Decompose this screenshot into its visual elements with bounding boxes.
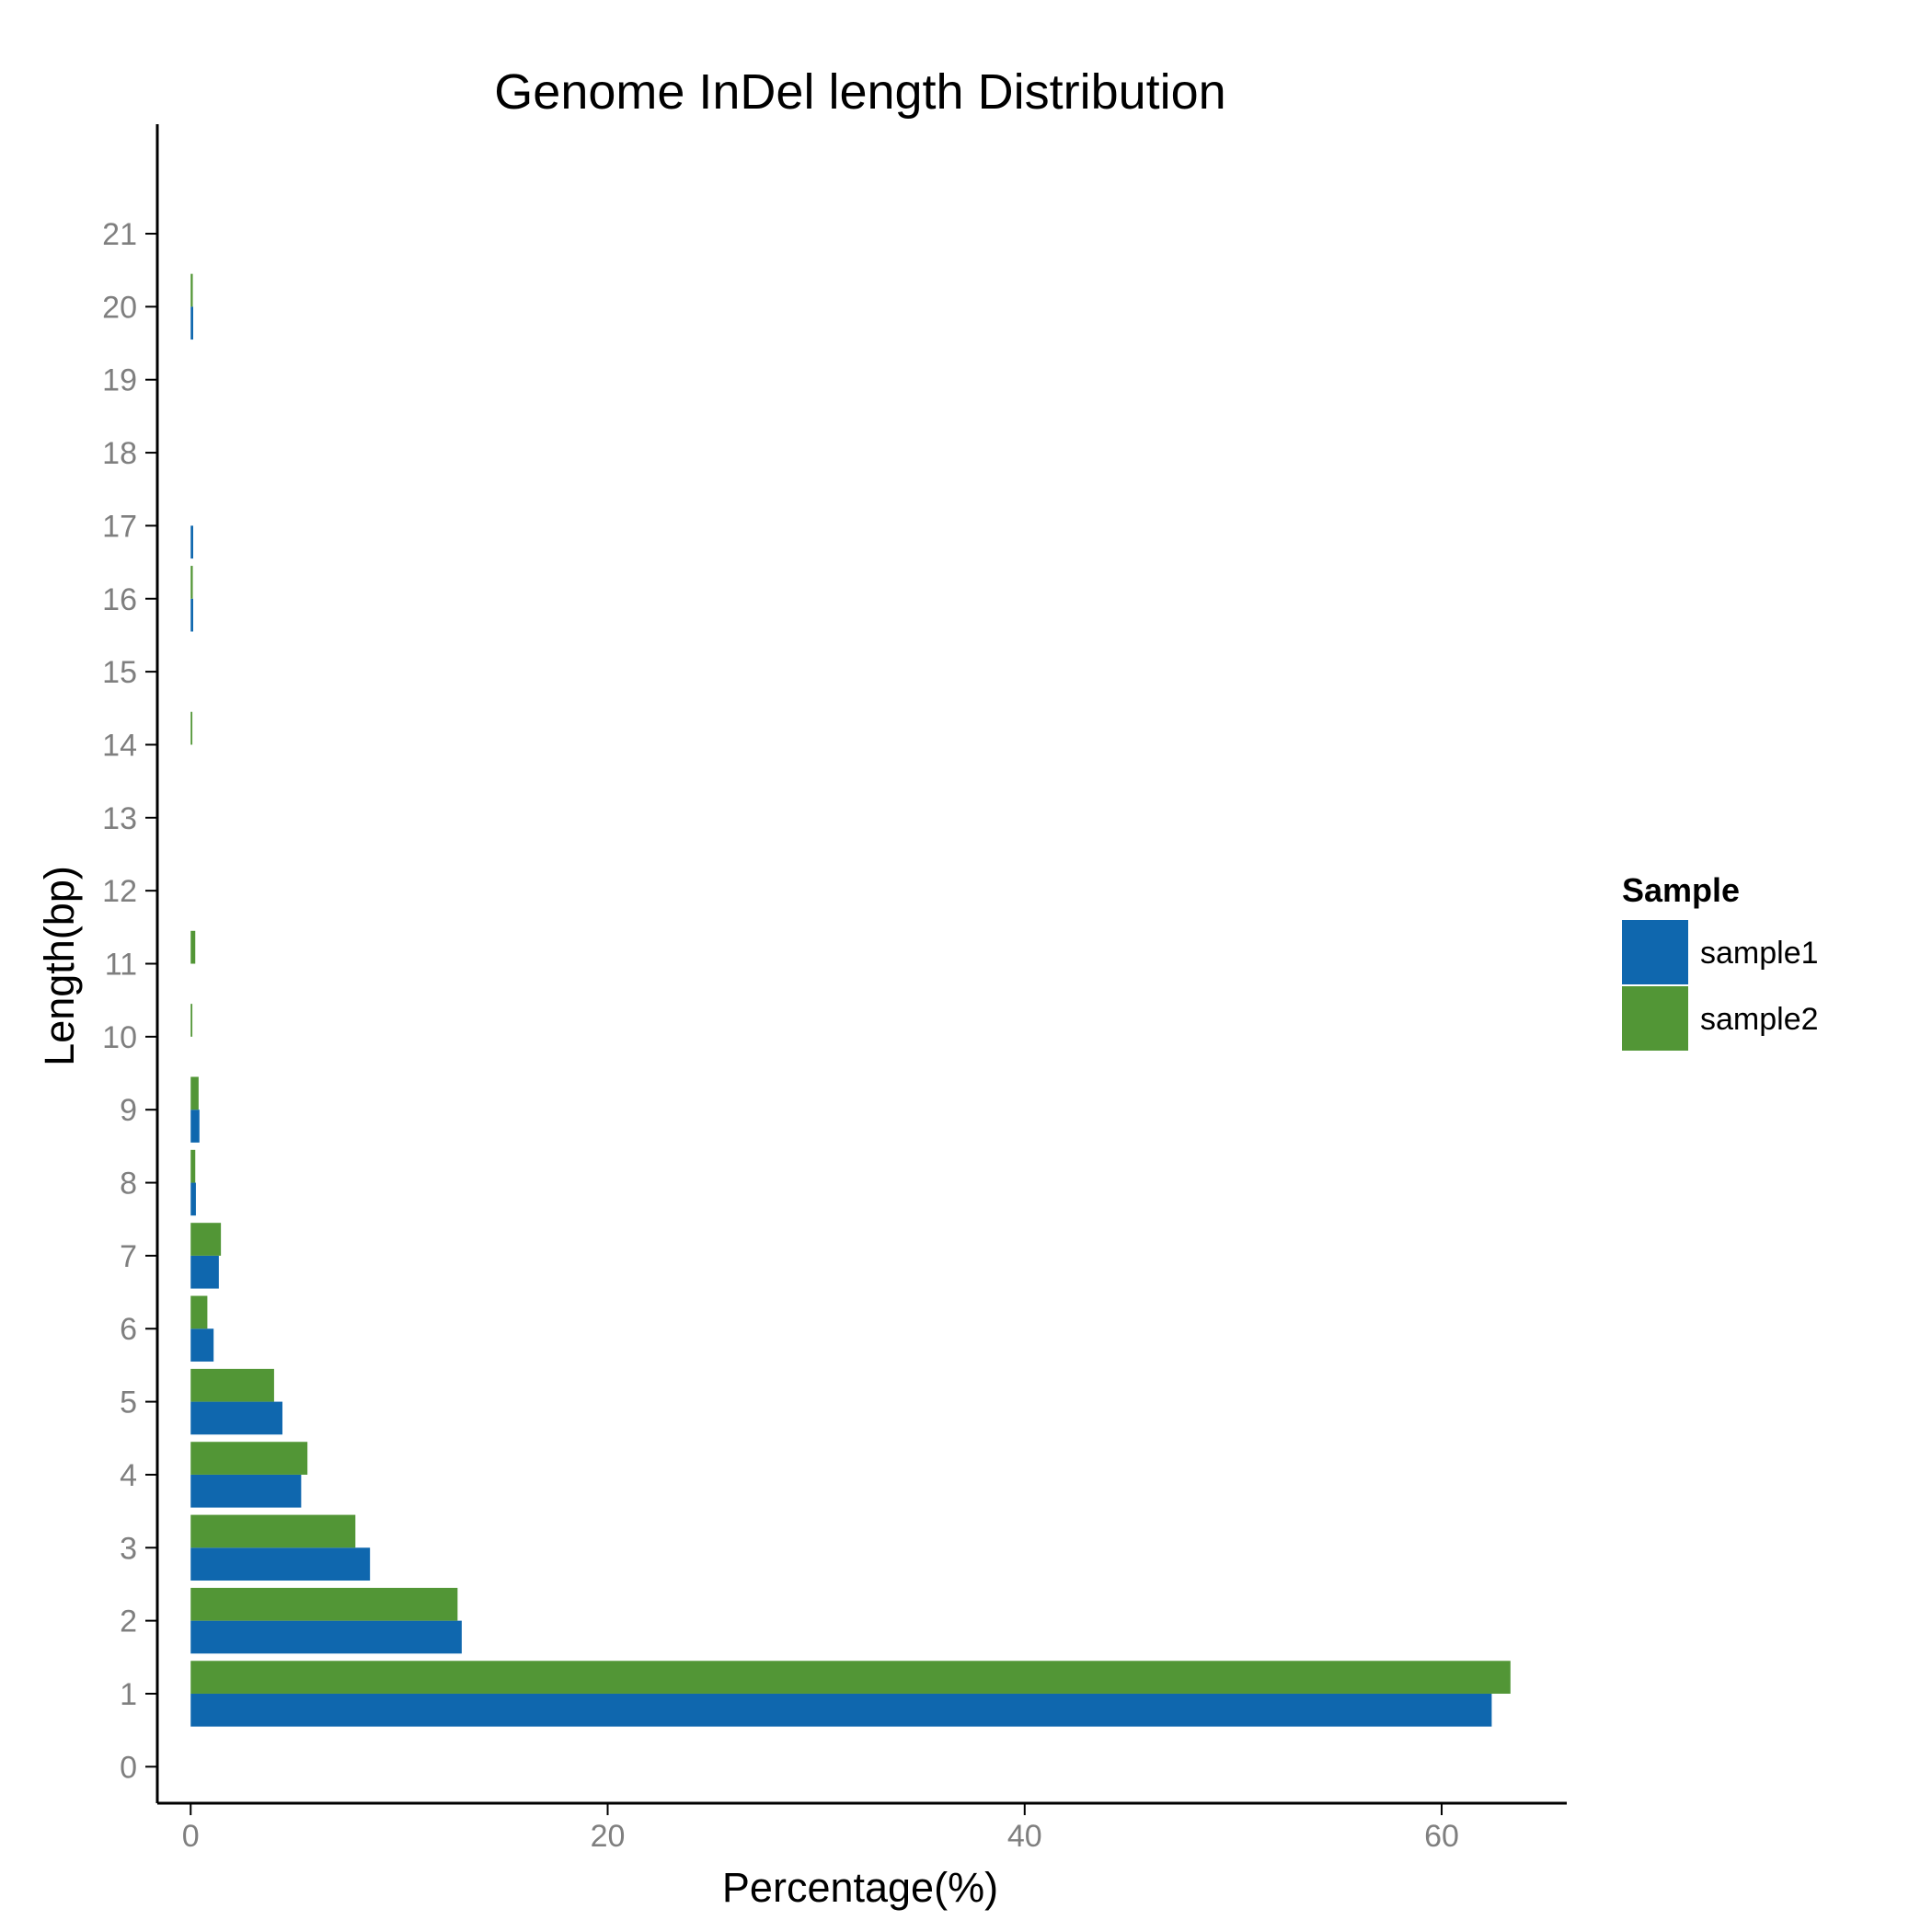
legend: Sample sample1 sample2 [1622, 871, 1819, 1051]
legend-title: Sample [1622, 871, 1740, 909]
bar-sample1-len-20 [190, 306, 193, 340]
x-tick-label: 40 [1007, 1819, 1042, 1854]
bar-sample2-len-1 [190, 1661, 1511, 1694]
x-axis-label: Percentage(%) [722, 1864, 998, 1911]
bar-sample2-len-14 [190, 711, 193, 745]
y-tick-label: 2 [120, 1604, 137, 1639]
bar-sample2-len-8 [190, 1149, 196, 1183]
bar-sample1-len-4 [190, 1474, 302, 1508]
legend-label-sample2: sample2 [1700, 1002, 1819, 1037]
y-tick-label: 5 [120, 1386, 137, 1420]
bar-sample1-len-2 [190, 1620, 462, 1654]
bar-sample2-len-10 [190, 1004, 193, 1037]
bar-sample2-len-5 [190, 1368, 274, 1402]
x-tick-label: 20 [591, 1819, 626, 1854]
y-tick-label: 20 [102, 290, 137, 325]
legend-swatch-sample2 [1622, 986, 1688, 1051]
bar-sample1-len-3 [190, 1547, 371, 1581]
chart-title: Genome InDel length Distribution [494, 64, 1225, 120]
y-tick-label: 15 [102, 655, 137, 690]
bar-sample2-len-6 [190, 1295, 208, 1329]
y-tick-label: 7 [120, 1239, 137, 1274]
bar-sample1-len-16 [190, 598, 193, 632]
legend-label-sample1: sample1 [1700, 936, 1819, 971]
y-tick-label: 21 [102, 217, 137, 252]
bar-sample2-len-16 [190, 566, 193, 599]
bar-sample1-len-1 [190, 1693, 1492, 1727]
y-tick-label: 1 [120, 1677, 137, 1712]
bar-sample1-len-9 [190, 1110, 200, 1143]
y-tick-label: 13 [102, 801, 137, 836]
axes-layer: 0 20 40 60012345678910111213141516171819202… [102, 124, 1567, 1854]
bar-sample2-len-11 [190, 930, 196, 964]
bar-sample1-len-7 [190, 1255, 219, 1289]
y-axis-label: Length(bp) [36, 866, 83, 1066]
legend-swatch-sample1 [1622, 920, 1688, 984]
bar-sample2-len-9 [190, 1076, 199, 1110]
y-tick-label: 3 [120, 1531, 137, 1566]
bars-layer [190, 273, 1511, 1727]
bar-sample1-len-5 [190, 1401, 282, 1435]
bar-sample1-len-6 [190, 1328, 214, 1362]
bar-sample2-len-20 [190, 273, 193, 307]
bar-sample1-len-8 [190, 1182, 196, 1216]
y-tick-label: 6 [120, 1312, 137, 1347]
y-tick-label: 11 [105, 948, 137, 983]
y-tick-label: 17 [102, 509, 137, 544]
y-tick-label: 19 [102, 363, 137, 398]
x-tick-label: 60 [1424, 1819, 1459, 1854]
y-tick-label: 12 [102, 874, 137, 909]
y-tick-label: 4 [120, 1458, 137, 1493]
y-tick-label: 14 [102, 728, 137, 763]
bar-sample2-len-7 [190, 1223, 222, 1256]
y-tick-label: 0 [120, 1750, 137, 1785]
y-tick-label: 8 [120, 1167, 137, 1202]
bar-sample2-len-2 [190, 1587, 458, 1621]
y-tick-label: 18 [102, 436, 137, 471]
bar-sample1-len-17 [190, 525, 193, 559]
bar-sample2-len-4 [190, 1442, 308, 1475]
bar-sample2-len-3 [190, 1514, 356, 1548]
y-tick-label: 16 [102, 582, 137, 617]
x-tick-label: 0 [182, 1819, 200, 1854]
y-tick-label: 9 [120, 1093, 137, 1128]
y-tick-label: 10 [102, 1020, 137, 1055]
